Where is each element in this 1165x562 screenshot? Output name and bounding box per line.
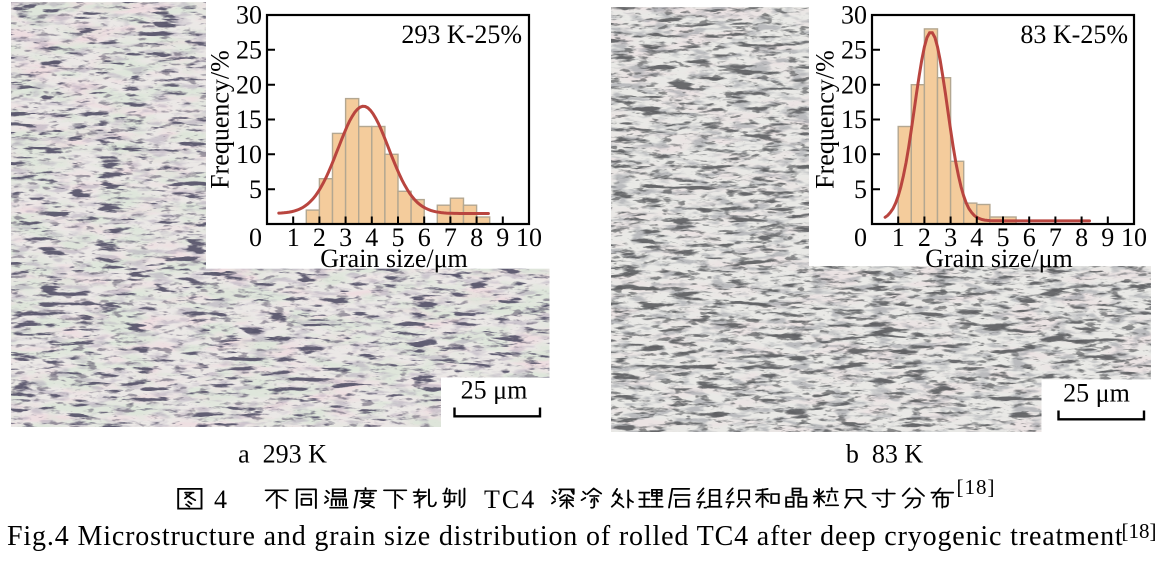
svg-text:15: 15	[841, 105, 867, 134]
svg-text:5: 5	[249, 175, 262, 204]
svg-text:10: 10	[841, 140, 867, 169]
svg-text:30: 30	[841, 1, 867, 30]
svg-text:10: 10	[236, 140, 262, 169]
svg-text:25 μm: 25 μm	[1063, 379, 1130, 408]
svg-text:Fig.4 Microstructure and grain: Fig.4 Microstructure and grain size dist…	[7, 521, 1124, 552]
svg-text:a 293 K: a 293 K	[238, 439, 327, 468]
svg-text:8: 8	[1075, 223, 1088, 252]
svg-text:9: 9	[496, 223, 509, 252]
svg-text:7: 7	[444, 223, 457, 252]
svg-text:TC4: TC4	[484, 485, 536, 514]
svg-text:5: 5	[392, 223, 405, 252]
svg-text:293 K-25%: 293 K-25%	[401, 20, 522, 49]
svg-text:3: 3	[339, 223, 352, 252]
svg-text:25 μm: 25 μm	[461, 376, 528, 405]
svg-text:4: 4	[970, 223, 983, 252]
svg-text:10: 10	[1121, 223, 1147, 252]
svg-text:8: 8	[470, 223, 483, 252]
svg-text:9: 9	[1101, 223, 1114, 252]
svg-text:Frequency/%: Frequency/%	[811, 50, 840, 189]
svg-text:1: 1	[287, 223, 300, 252]
svg-text:3: 3	[944, 223, 957, 252]
svg-text:25: 25	[841, 36, 867, 65]
svg-text:0: 0	[249, 223, 262, 252]
svg-text:25: 25	[236, 36, 262, 65]
svg-text:Grain size/μm: Grain size/μm	[320, 244, 468, 273]
svg-text:7: 7	[1049, 223, 1062, 252]
svg-text:[18]: [18]	[957, 475, 996, 499]
svg-text:Frequency/%: Frequency/%	[206, 50, 235, 189]
svg-text:5: 5	[997, 223, 1010, 252]
svg-text:[18]: [18]	[1122, 519, 1157, 543]
svg-text:4: 4	[365, 223, 378, 252]
svg-text:83 K-25%: 83 K-25%	[1020, 20, 1128, 49]
svg-text:5: 5	[854, 175, 867, 204]
svg-text:15: 15	[236, 105, 262, 134]
svg-text:0: 0	[854, 223, 867, 252]
svg-text:10: 10	[516, 223, 542, 252]
svg-text:20: 20	[236, 70, 262, 99]
svg-text:6: 6	[1023, 223, 1036, 252]
svg-text:1: 1	[892, 223, 905, 252]
svg-text:6: 6	[418, 223, 431, 252]
svg-text:2: 2	[313, 223, 326, 252]
svg-text:2: 2	[918, 223, 931, 252]
svg-text:b 83 K: b 83 K	[846, 439, 924, 468]
svg-text:Grain size/μm: Grain size/μm	[925, 244, 1073, 273]
svg-text:4: 4	[214, 485, 227, 514]
svg-text:30: 30	[236, 1, 262, 30]
svg-text:20: 20	[841, 70, 867, 99]
